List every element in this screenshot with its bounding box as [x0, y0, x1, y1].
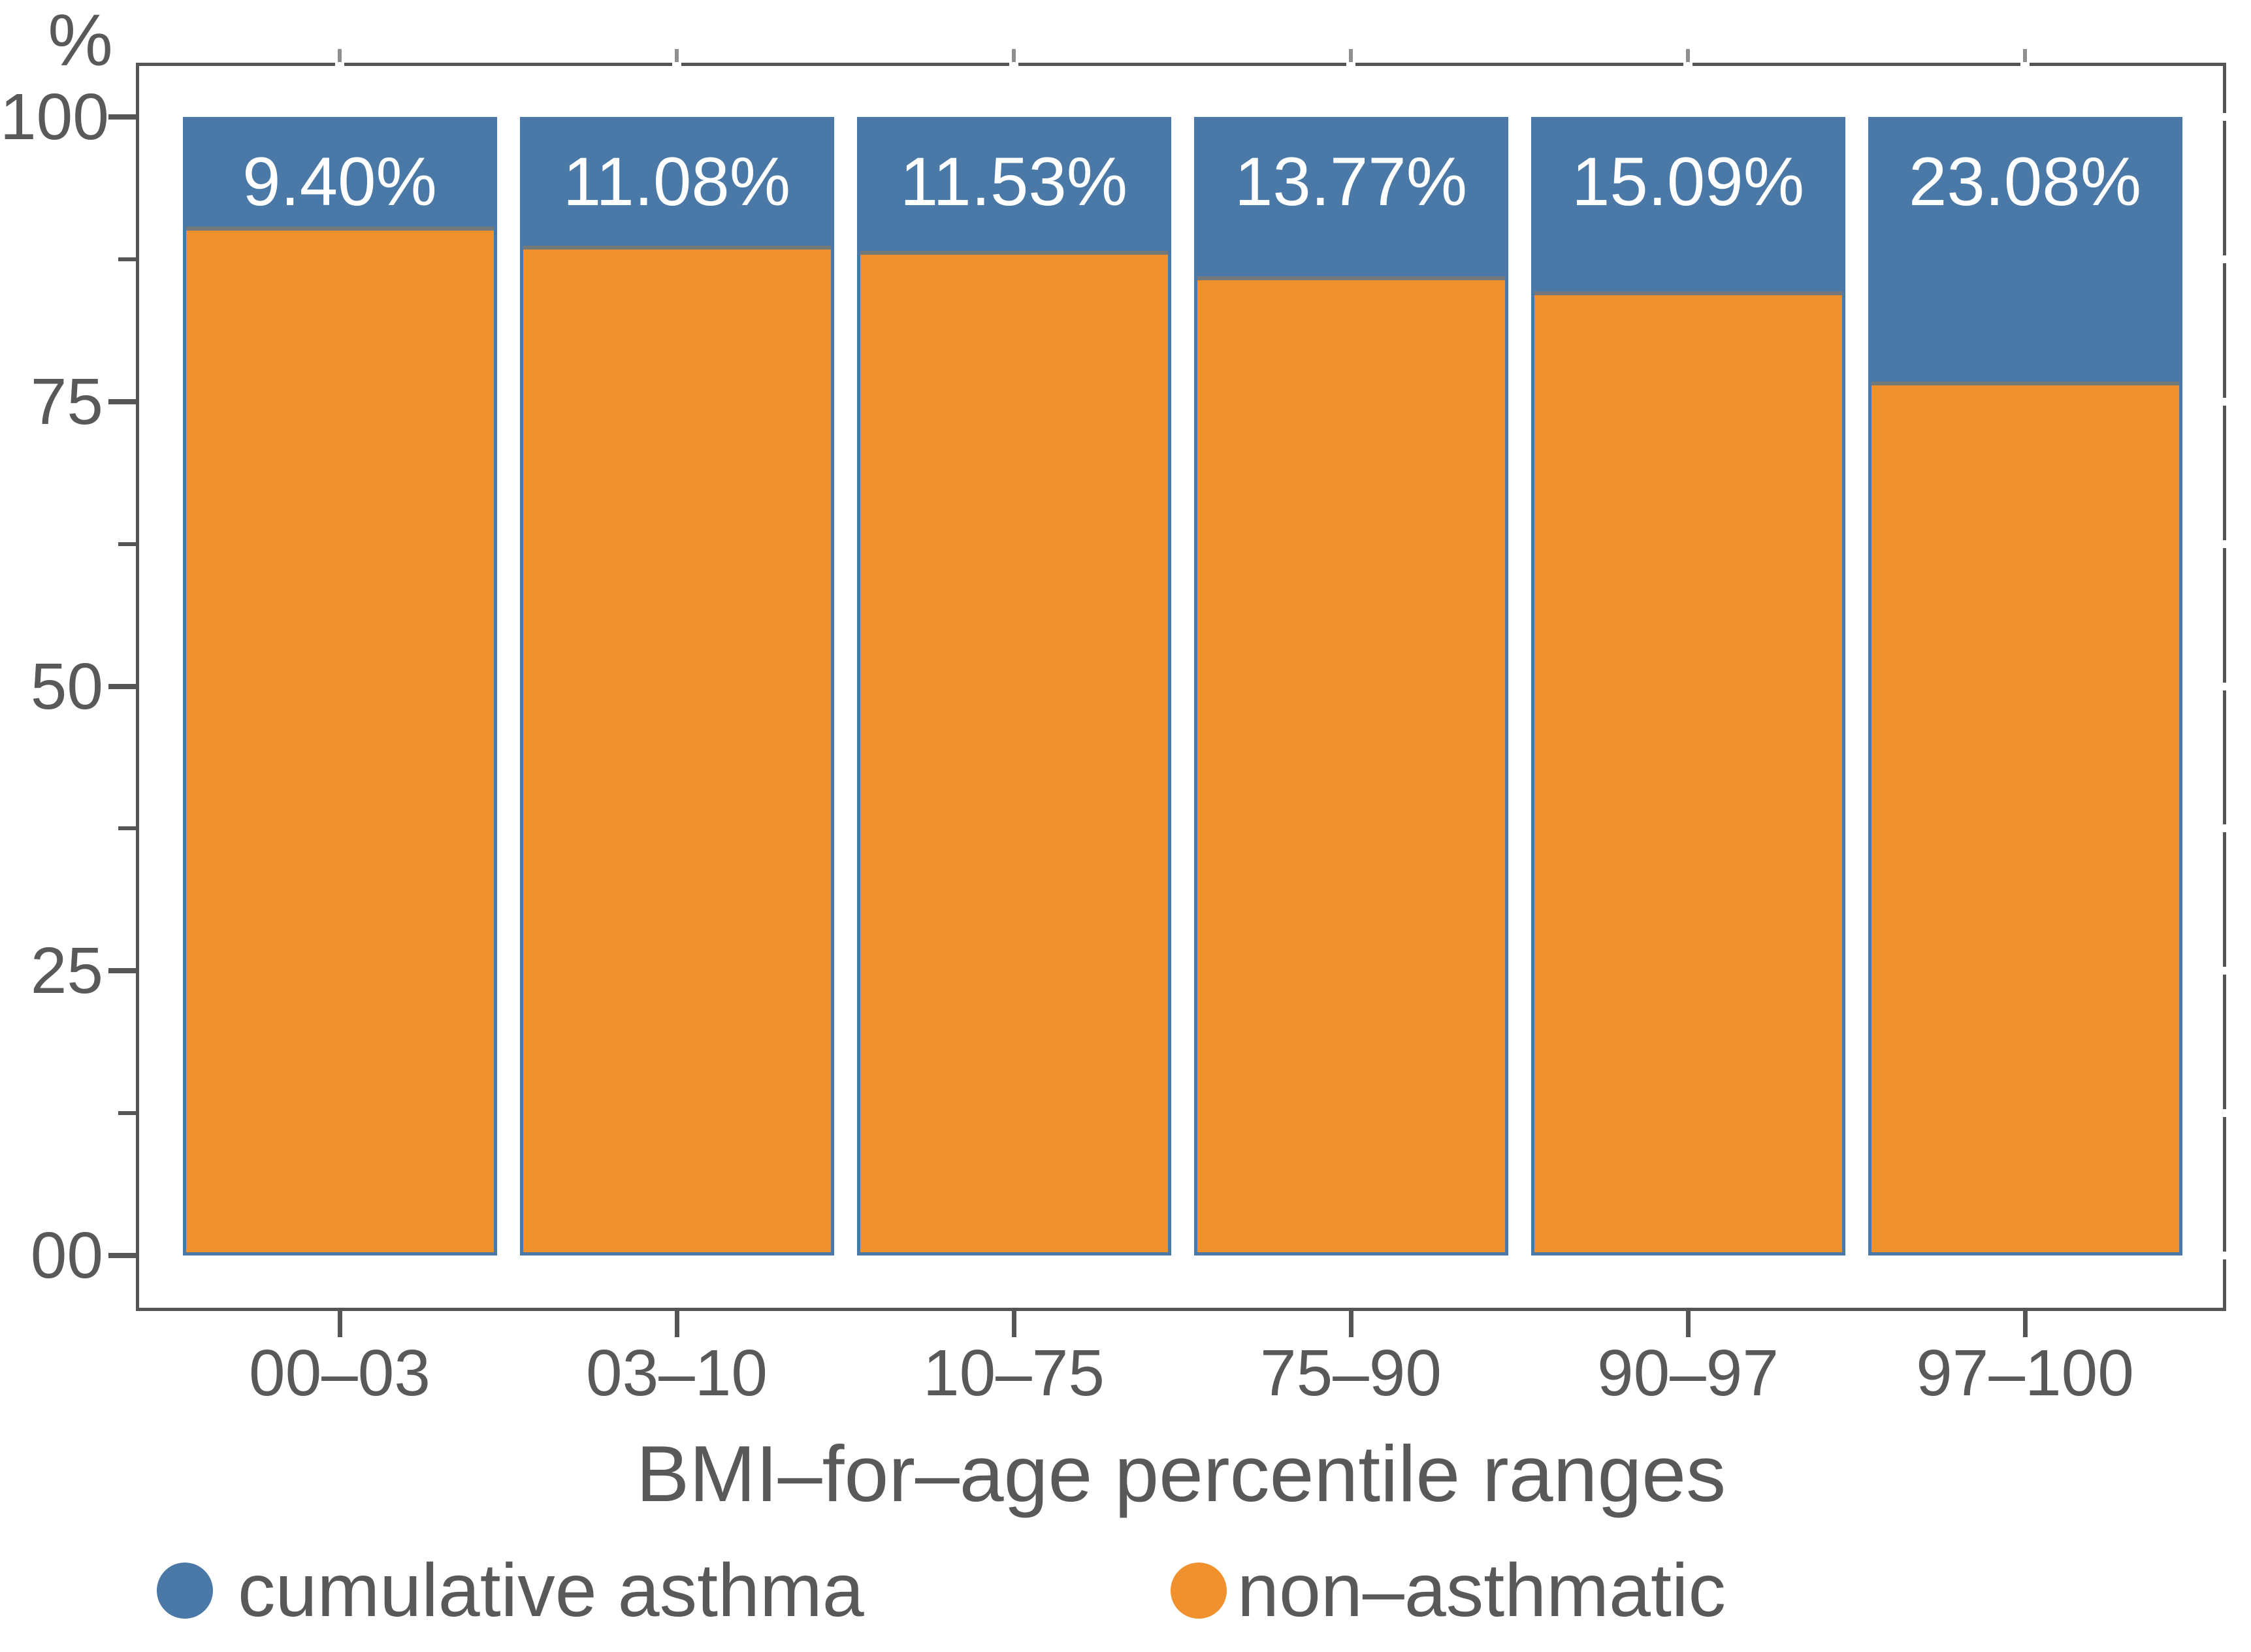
right-border-tick-gap [2220, 113, 2227, 121]
segment-non-asthmatic [1197, 276, 1505, 1252]
bar-03–10: 11.08% [519, 117, 834, 1255]
legend-item-non-asthmatic: non–asthmatic [1171, 1549, 1726, 1631]
y-axis-tick-label: 100 [0, 80, 109, 154]
segment-non-asthmatic [523, 246, 831, 1252]
y-axis-minor-tick [118, 826, 136, 831]
segment-non-asthmatic [860, 251, 1168, 1252]
y-axis-tick [108, 398, 136, 404]
x-axis-tick [2023, 1311, 2028, 1337]
x-axis-tick-label: 75–90 [1259, 1336, 1442, 1410]
right-border-tick-gap [2220, 397, 2227, 406]
legend-label-cumulative-asthma: cumulative asthma [238, 1548, 864, 1632]
top-border-tick [1686, 49, 1690, 62]
bar-97–100: 23.08% [1868, 117, 2182, 1255]
bar-value-label: 11.08% [562, 144, 791, 220]
legend-label-non-asthmatic: non–asthmatic [1237, 1548, 1726, 1632]
bar-value-label: 15.09% [1571, 144, 1805, 220]
bar-00–03: 9.40% [182, 117, 497, 1255]
x-axis-tick-label: 10–75 [922, 1336, 1105, 1410]
top-border-tick-gap [1009, 62, 1018, 68]
x-axis-tick-label: 03–10 [585, 1336, 768, 1410]
right-border-tick-gap [2220, 967, 2227, 975]
x-axis-tick-label: 90–97 [1596, 1336, 1779, 1410]
x-axis-tick [338, 1311, 342, 1337]
right-border-tick-gap [2220, 682, 2227, 690]
top-border-tick [1012, 49, 1016, 62]
y-axis-tick [108, 114, 136, 120]
y-axis-tick [108, 968, 136, 974]
x-axis-tick [1686, 1311, 1691, 1337]
bar-value-label: 11.53% [899, 144, 1128, 220]
y-axis-minor-tick [118, 542, 136, 546]
top-border-tick-gap [335, 62, 344, 68]
x-axis-tick [675, 1311, 679, 1337]
segment-non-asthmatic [1534, 291, 1842, 1252]
y-axis-tick-label: 75 [30, 364, 103, 438]
right-border-tick-gap [2220, 824, 2227, 833]
y-axis-title: % [48, 0, 113, 81]
bar-75–90: 13.77% [1193, 117, 1508, 1255]
legend-dot-cumulative-asthma-icon [157, 1562, 213, 1619]
x-axis-tick-label: 00–03 [248, 1336, 431, 1410]
x-axis-title: BMI–for–age percentile ranges [636, 1429, 1726, 1518]
segment-non-asthmatic [186, 227, 494, 1252]
x-axis-tick [1012, 1311, 1016, 1337]
y-axis-tick-label: 50 [30, 649, 103, 723]
bar-90–97: 15.09% [1530, 117, 1845, 1255]
top-border-tick [1349, 49, 1353, 62]
right-border-tick-gap [2220, 1109, 2227, 1118]
y-axis-minor-tick [118, 1111, 136, 1116]
top-border-tick-gap [1346, 62, 1355, 68]
top-border-tick [2023, 49, 2027, 62]
bar-value-label: 9.40% [242, 144, 437, 220]
bar-value-label: 23.08% [1908, 144, 2142, 220]
y-axis-tick [108, 1253, 136, 1258]
y-axis-tick [108, 683, 136, 689]
bar-value-label: 13.77% [1234, 144, 1468, 220]
top-border-tick [675, 49, 679, 62]
top-border-tick [338, 49, 342, 62]
right-border-tick-gap [2220, 540, 2227, 548]
x-axis-tick-label: 97–100 [1916, 1336, 2134, 1410]
y-axis-minor-tick [118, 257, 136, 261]
segment-non-asthmatic [1871, 381, 2179, 1252]
top-border-tick-gap [2020, 62, 2030, 68]
y-axis-tick-label: 00 [30, 1219, 103, 1292]
y-axis-tick-label: 25 [30, 934, 103, 1008]
x-axis-tick [1349, 1311, 1353, 1337]
top-border-tick-gap [1683, 62, 1692, 68]
bar-10–75: 11.53% [856, 117, 1171, 1255]
top-border-tick-gap [672, 62, 681, 68]
right-border-tick-gap [2220, 255, 2227, 263]
legend-item-cumulative-asthma: cumulative asthma [157, 1549, 864, 1631]
right-border-tick-gap [2220, 1252, 2227, 1259]
legend-dot-non-asthmatic-icon [1171, 1562, 1227, 1619]
